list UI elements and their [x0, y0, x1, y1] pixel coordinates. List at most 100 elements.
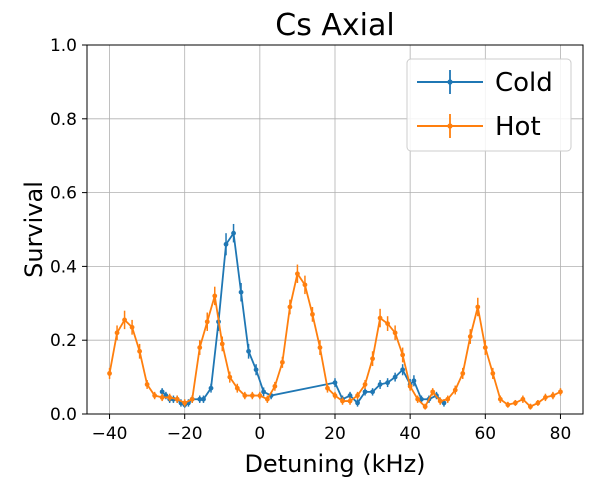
axis-ticks: −40 −20 0 20 40 60 80 0.0 0.2 0.4 0.6 0.8 1.0 [50, 36, 571, 444]
y-tick-label: 0.2 [50, 331, 77, 351]
data-point [512, 400, 518, 406]
chart-title: Cs Axial [275, 8, 394, 43]
data-point [362, 389, 368, 395]
y-tick-label: 0.4 [50, 257, 77, 277]
data-point [490, 371, 496, 376]
data-point [340, 398, 345, 404]
x-axis-label: Detuning (kHz) [244, 450, 425, 478]
data-point [437, 398, 443, 404]
data-point [332, 393, 338, 398]
data-point [497, 396, 503, 402]
data-point [370, 389, 375, 395]
data-point [238, 289, 244, 295]
data-point [460, 371, 466, 376]
data-point [467, 334, 473, 339]
data-point [370, 356, 375, 362]
data-point [445, 396, 451, 402]
data-point [505, 402, 511, 408]
legend: Cold Hot [406, 58, 572, 152]
data-point [208, 385, 214, 391]
data-point [242, 393, 248, 398]
data-point [535, 400, 541, 406]
data-point [377, 315, 383, 321]
x-tick-label: −20 [167, 424, 203, 444]
data-point [400, 367, 406, 373]
data-point [558, 389, 563, 395]
data-point [325, 385, 330, 391]
data-point [129, 324, 135, 330]
legend-label: Cold [495, 68, 553, 98]
data-point [295, 271, 300, 277]
series-hot [107, 264, 563, 410]
y-tick-label: 0.6 [50, 184, 77, 204]
data-point [527, 404, 533, 410]
data-point [355, 400, 360, 406]
data-point [392, 374, 398, 380]
data-point [550, 393, 556, 398]
x-tick-label: 80 [550, 424, 572, 444]
data-point [317, 345, 323, 350]
legend-entry: Cold [417, 68, 553, 98]
data-point [385, 321, 391, 326]
data-point [253, 367, 259, 373]
data-point [482, 345, 488, 350]
data-point [197, 396, 203, 402]
data-point [174, 396, 180, 402]
data-point [261, 389, 267, 395]
data-point [201, 396, 206, 402]
data-point [422, 404, 428, 410]
data-point [197, 345, 203, 350]
data-point [234, 385, 240, 391]
legend-swatch-marker [447, 123, 453, 129]
data-point [189, 396, 195, 402]
data-point [144, 382, 150, 387]
data-point [332, 380, 338, 386]
data-point [152, 393, 158, 398]
data-point [246, 348, 251, 354]
data-point [159, 389, 165, 395]
x-tick-label: 60 [474, 424, 496, 444]
data-point [355, 393, 360, 398]
data-point [219, 341, 225, 347]
data-point [223, 241, 229, 247]
data-point [122, 317, 127, 323]
data-point [137, 348, 143, 354]
x-tick-label: 0 [254, 424, 265, 444]
data-point [362, 382, 368, 387]
data-point [257, 393, 263, 398]
legend-swatch-marker [447, 79, 453, 85]
data-point [249, 393, 255, 398]
data-point [543, 394, 548, 400]
data-point [212, 293, 218, 299]
x-tick-label: 40 [399, 424, 421, 444]
data-point [441, 400, 447, 406]
data-point [520, 396, 526, 402]
data-point [107, 371, 112, 376]
data-point [419, 396, 424, 402]
data-point [227, 374, 233, 380]
data-point [400, 352, 406, 358]
series-layer [107, 223, 563, 410]
legend-label: Hot [495, 112, 541, 142]
data-point [159, 394, 165, 400]
data-point [347, 398, 353, 404]
data-point [407, 383, 413, 389]
data-point [411, 378, 417, 384]
data-point [302, 282, 308, 288]
data-point [392, 330, 398, 336]
data-point [204, 319, 210, 325]
y-axis-label: Survival [20, 181, 48, 278]
data-point [167, 394, 173, 400]
data-point [272, 383, 278, 389]
data-point [114, 330, 120, 336]
data-point [430, 389, 436, 395]
y-tick-label: 0.8 [50, 110, 77, 130]
data-point [452, 387, 458, 393]
data-point [279, 359, 285, 365]
data-point [287, 304, 293, 310]
data-point [264, 396, 270, 402]
legend-entry: Hot [417, 112, 541, 142]
data-point [415, 396, 421, 402]
data-point [347, 393, 353, 398]
data-point [475, 304, 481, 310]
